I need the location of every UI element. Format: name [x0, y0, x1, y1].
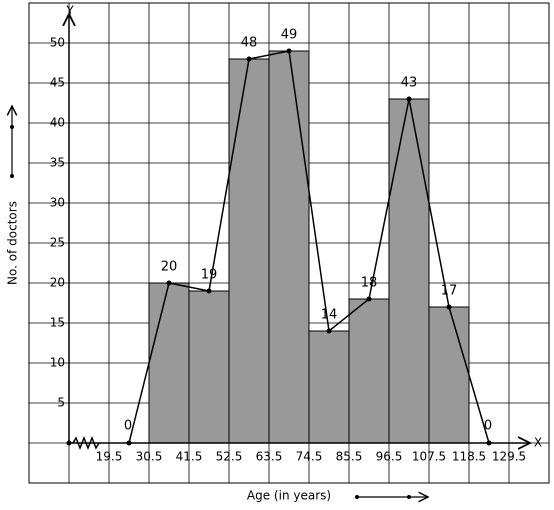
- y-tick-label: 15: [50, 316, 65, 330]
- x-tick-label: 30.5: [136, 450, 163, 464]
- x-tick-label: 63.5: [256, 450, 283, 464]
- bar: [228, 58, 270, 444]
- bar: [348, 298, 390, 444]
- polygon-point: [326, 328, 332, 334]
- x-tick-label: 52.5: [216, 450, 243, 464]
- arrow-dot: [10, 125, 14, 129]
- data-label: 19: [201, 268, 218, 283]
- x-tick-label: 118.5: [452, 450, 486, 464]
- bar: [308, 330, 350, 444]
- polygon-point: [246, 56, 252, 62]
- data-label: 20: [161, 260, 178, 275]
- bar: [388, 98, 430, 444]
- frequency-polygon: [128, 50, 490, 444]
- axis-break: [72, 435, 100, 451]
- origin-dot: [66, 440, 72, 446]
- data-label: 17: [441, 284, 458, 299]
- x-tick-label: 41.5: [176, 450, 203, 464]
- x-tick-label: 85.5: [336, 450, 363, 464]
- data-label: 48: [241, 36, 258, 51]
- data-label: 14: [321, 308, 338, 323]
- polygon-point: [486, 440, 492, 446]
- polygon-point: [406, 96, 412, 102]
- arrow-dot: [355, 495, 359, 499]
- data-label: 0: [484, 419, 492, 434]
- data-label: 43: [401, 76, 418, 91]
- polygon-point: [366, 296, 372, 302]
- x-tick-label: 74.5: [296, 450, 323, 464]
- y-tick-label: 45: [50, 76, 65, 90]
- data-label: 49: [281, 28, 298, 43]
- y-tick-label: 5: [57, 396, 65, 410]
- y-tick-label: 25: [50, 236, 65, 250]
- bar: [428, 306, 470, 444]
- frame: [28, 2, 550, 484]
- bar: [268, 50, 310, 444]
- data-label: 18: [361, 276, 378, 291]
- bar: [188, 290, 230, 444]
- y-tick-label: 50: [50, 36, 65, 50]
- polygon-point: [166, 280, 172, 286]
- x-tick-label: 129.5: [492, 450, 526, 464]
- y-axis-name: Y: [65, 4, 74, 18]
- polygon-point: [446, 304, 452, 310]
- y-axis-label: No. of doctors: [6, 201, 20, 285]
- y-tick-label: 40: [50, 116, 65, 130]
- x-tick-label: 96.5: [376, 450, 403, 464]
- y-tick-label: 30: [50, 196, 65, 210]
- x-axis-label: Age (in years): [247, 489, 331, 503]
- bar: [148, 282, 190, 444]
- x-axis-name: X: [534, 436, 542, 450]
- x-tick-label: 19.5: [96, 450, 123, 464]
- polygon-point: [206, 288, 212, 294]
- y-tick-label: 10: [50, 356, 65, 370]
- y-tick-label: 20: [50, 276, 65, 290]
- y-tick-label: 35: [50, 156, 65, 170]
- arrow-dot: [407, 495, 411, 499]
- polygon-point: [286, 48, 292, 54]
- x-tick-label: 107.5: [412, 450, 446, 464]
- arrow-dot: [10, 174, 14, 178]
- polygon-point: [126, 440, 132, 446]
- data-label: 0: [124, 419, 132, 434]
